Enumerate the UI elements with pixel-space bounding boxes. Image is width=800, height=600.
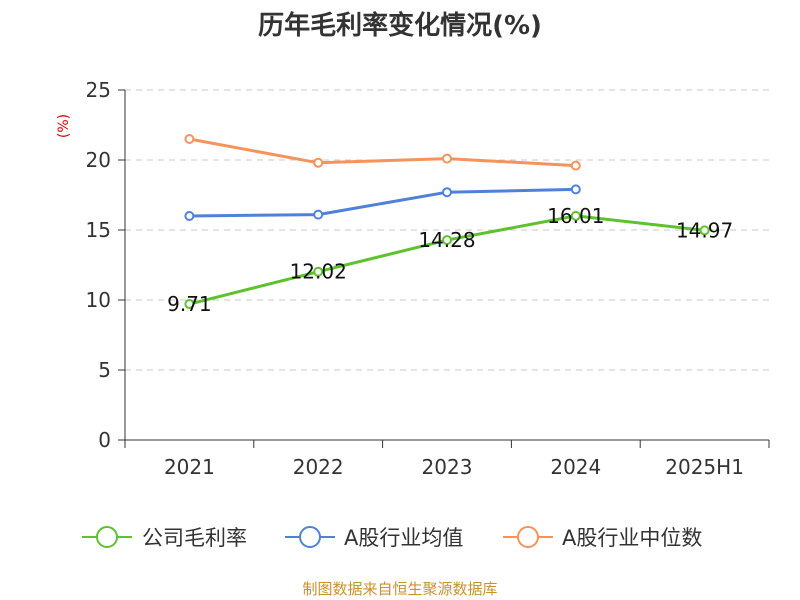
y-tick-label: 15 (86, 218, 111, 242)
legend-swatch-marker (517, 526, 539, 548)
x-tick-label: 2025H1 (665, 455, 744, 479)
data-label: 14.28 (418, 228, 475, 252)
axes: 0 5 10 15 20 25 2021 2022 2023 2024 2025H1 (86, 78, 770, 479)
data-point (570, 160, 581, 171)
x-tick-label: 2022 (293, 455, 344, 479)
data-point (184, 211, 195, 221)
data-label: 9.71 (167, 292, 212, 316)
data-point (184, 134, 195, 144)
series-lines (184, 134, 710, 310)
x-tick-label: 2021 (164, 455, 215, 479)
y-tick-label: 20 (86, 148, 111, 172)
data-point (184, 299, 195, 310)
y-tick-label: 25 (86, 78, 111, 102)
data-point (442, 235, 452, 246)
chart-title: 历年毛利率变化情况(%) (258, 10, 542, 41)
legend-label: 公司毛利率 (142, 526, 247, 550)
legend-swatch-marker (96, 526, 118, 548)
y-tick-label: 10 (86, 288, 111, 312)
legend: 公司毛利率 A股行业均值 A股行业中位数 (82, 526, 702, 550)
footer-source-text: 制图数据来自恒生聚源数据库 (302, 580, 497, 598)
data-point (313, 209, 324, 220)
data-point (570, 210, 581, 221)
legend-swatch-marker (299, 526, 321, 548)
data-point (570, 184, 581, 195)
data-label: 14.97 (676, 218, 733, 242)
series-line (187, 137, 578, 168)
data-point (699, 225, 710, 236)
data-point (313, 266, 324, 277)
legend-label: A股行业均值 (344, 526, 463, 550)
y-axis-unit-label: (%) (56, 114, 72, 138)
x-tick-label: 2024 (550, 455, 601, 479)
legend-label: A股行业中位数 (562, 526, 702, 550)
data-point (313, 157, 324, 168)
y-tick-label: 5 (98, 358, 111, 382)
data-point (442, 153, 452, 164)
data-labels: 9.71 12.02 14.28 16.01 14.97 (167, 204, 733, 316)
y-tick-label: 0 (98, 428, 111, 452)
x-tick-label: 2023 (422, 455, 473, 479)
data-label: 12.02 (290, 260, 347, 284)
data-label: 16.01 (547, 204, 604, 228)
data-point (442, 187, 452, 198)
series-line (187, 187, 578, 218)
